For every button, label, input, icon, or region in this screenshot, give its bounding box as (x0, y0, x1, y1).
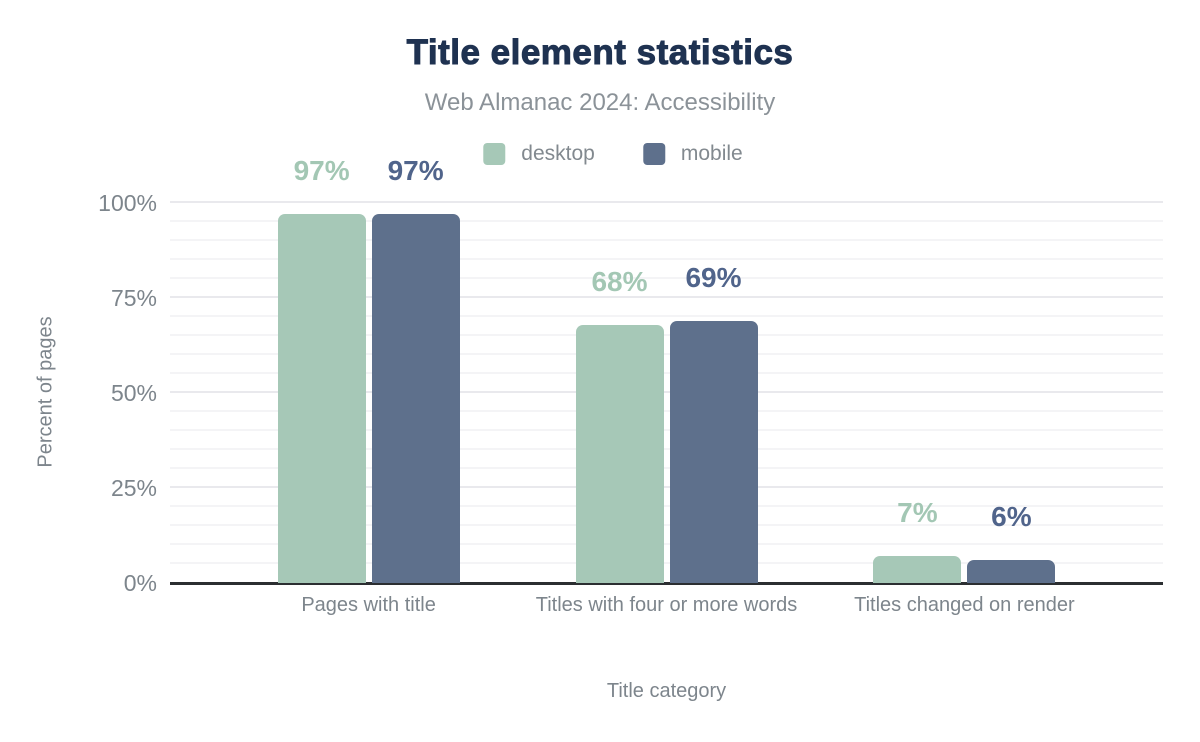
bar-mobile-1 (669, 320, 758, 583)
y-tick-label: 0% (123, 570, 157, 596)
gridline (170, 334, 1163, 336)
gridline (170, 486, 1163, 488)
x-category-label: Titles changed on render (854, 594, 1075, 616)
gridline (170, 448, 1163, 450)
gridline (170, 391, 1163, 393)
gridline (170, 429, 1163, 431)
x-axis-title: Title category (606, 680, 727, 702)
gridline (170, 410, 1163, 412)
bar-desktop-2 (873, 556, 962, 583)
y-tick-label: 50% (110, 380, 157, 406)
value-label-desktop-0: 97% (293, 155, 350, 187)
x-category-label: Pages with title (301, 594, 436, 616)
gridline (170, 562, 1163, 564)
x-category-label: Titles with four or more words (535, 594, 798, 616)
gridline (170, 201, 1163, 203)
value-label-mobile-0: 97% (387, 155, 444, 187)
plot-area: 97% 97% 68% 69% 7% 6% (170, 156, 1163, 585)
y-tick-label: 75% (110, 285, 157, 311)
y-tick-label: 100% (98, 190, 157, 216)
gridline (170, 505, 1163, 507)
legend-label-desktop: desktop (521, 142, 595, 165)
gridline (170, 353, 1163, 355)
value-label-mobile-2: 6% (991, 501, 1032, 533)
x-axis-line (170, 582, 1163, 585)
bar-desktop-1 (575, 324, 664, 583)
legend-label-mobile: mobile (680, 142, 743, 165)
gridline (170, 296, 1163, 298)
legend-item-desktop[interactable]: desktop (483, 142, 595, 166)
legend-item-mobile[interactable]: mobile (642, 142, 743, 166)
chart-title: Title element statistics (406, 33, 794, 73)
desktop-swatch-icon (483, 143, 506, 165)
value-label-desktop-1: 68% (591, 265, 648, 297)
bar-mobile-2 (967, 560, 1056, 583)
gridline (170, 543, 1163, 545)
gridline (170, 315, 1163, 317)
bar-desktop-0 (277, 214, 366, 583)
gridline (170, 258, 1163, 260)
legend: desktop mobile (483, 142, 743, 166)
mobile-swatch-icon (642, 143, 665, 165)
gridline (170, 524, 1163, 526)
bar-mobile-0 (371, 214, 460, 583)
value-label-mobile-1: 69% (685, 261, 742, 293)
y-tick-label: 25% (110, 475, 157, 501)
gridline (170, 239, 1163, 241)
value-label-desktop-2: 7% (897, 497, 938, 529)
gridline (170, 277, 1163, 279)
gridline (170, 467, 1163, 469)
chart-subtitle: Web Almanac 2024: Accessibility (424, 89, 776, 116)
gridline (170, 372, 1163, 374)
gridline (170, 220, 1163, 222)
